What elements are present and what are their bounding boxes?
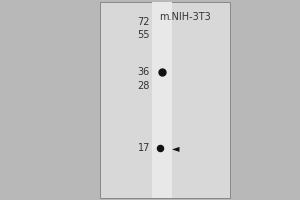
Text: ◄: ◄ xyxy=(172,143,179,153)
Text: 55: 55 xyxy=(137,30,150,40)
Bar xyxy=(152,2,172,198)
Text: 36: 36 xyxy=(138,67,150,77)
Text: 17: 17 xyxy=(138,143,150,153)
Text: 28: 28 xyxy=(138,81,150,91)
Bar xyxy=(100,2,230,198)
Text: 72: 72 xyxy=(137,17,150,27)
Text: m.NIH-3T3: m.NIH-3T3 xyxy=(159,12,211,22)
